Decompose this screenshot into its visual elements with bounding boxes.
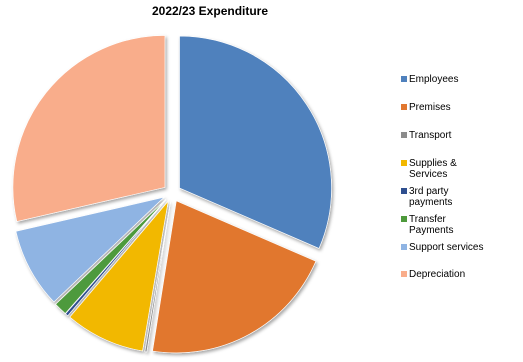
pie-slice-4 xyxy=(65,199,167,317)
pie-slice-1 xyxy=(152,200,317,354)
legend-item: Transport xyxy=(401,130,451,141)
pie-slice-2 xyxy=(144,201,171,353)
pie-slice-5 xyxy=(55,199,166,314)
legend-swatch xyxy=(401,76,407,82)
legend-swatch xyxy=(401,271,407,277)
legend-label: 3rd party payments xyxy=(409,186,453,208)
legend-item: Support services xyxy=(401,242,483,253)
legend-label: Employees xyxy=(409,74,459,85)
legend-item: Transfer Payments xyxy=(401,214,453,236)
legend-item: Premises xyxy=(401,102,451,113)
legend-swatch xyxy=(401,104,407,110)
pie-slice-7 xyxy=(12,35,166,222)
legend-item: Supplies & Services xyxy=(401,158,457,180)
pie-chart xyxy=(12,35,332,354)
legend-item: 3rd party payments xyxy=(401,186,452,208)
legend-label: Transport xyxy=(409,130,452,141)
legend-swatch xyxy=(401,244,407,250)
pie-slice-3 xyxy=(69,200,169,352)
legend-label: Premises xyxy=(409,102,451,113)
legend-item: Depreciation xyxy=(401,269,465,280)
chart-title: 2022/23 Expenditure xyxy=(151,4,269,18)
legend-label: Transfer Payments xyxy=(409,214,454,236)
legend-label: Support services xyxy=(409,242,484,253)
legend-swatch xyxy=(401,132,407,138)
legend-item: Employees xyxy=(401,74,458,85)
legend-label: Depreciation xyxy=(409,269,466,280)
pie-slice-6 xyxy=(15,196,166,303)
pie-slice-0 xyxy=(179,35,332,249)
legend-label: Supplies & Services xyxy=(409,158,457,180)
legend-swatch xyxy=(401,188,407,194)
legend-swatch xyxy=(401,160,407,166)
legend-swatch xyxy=(401,216,407,222)
